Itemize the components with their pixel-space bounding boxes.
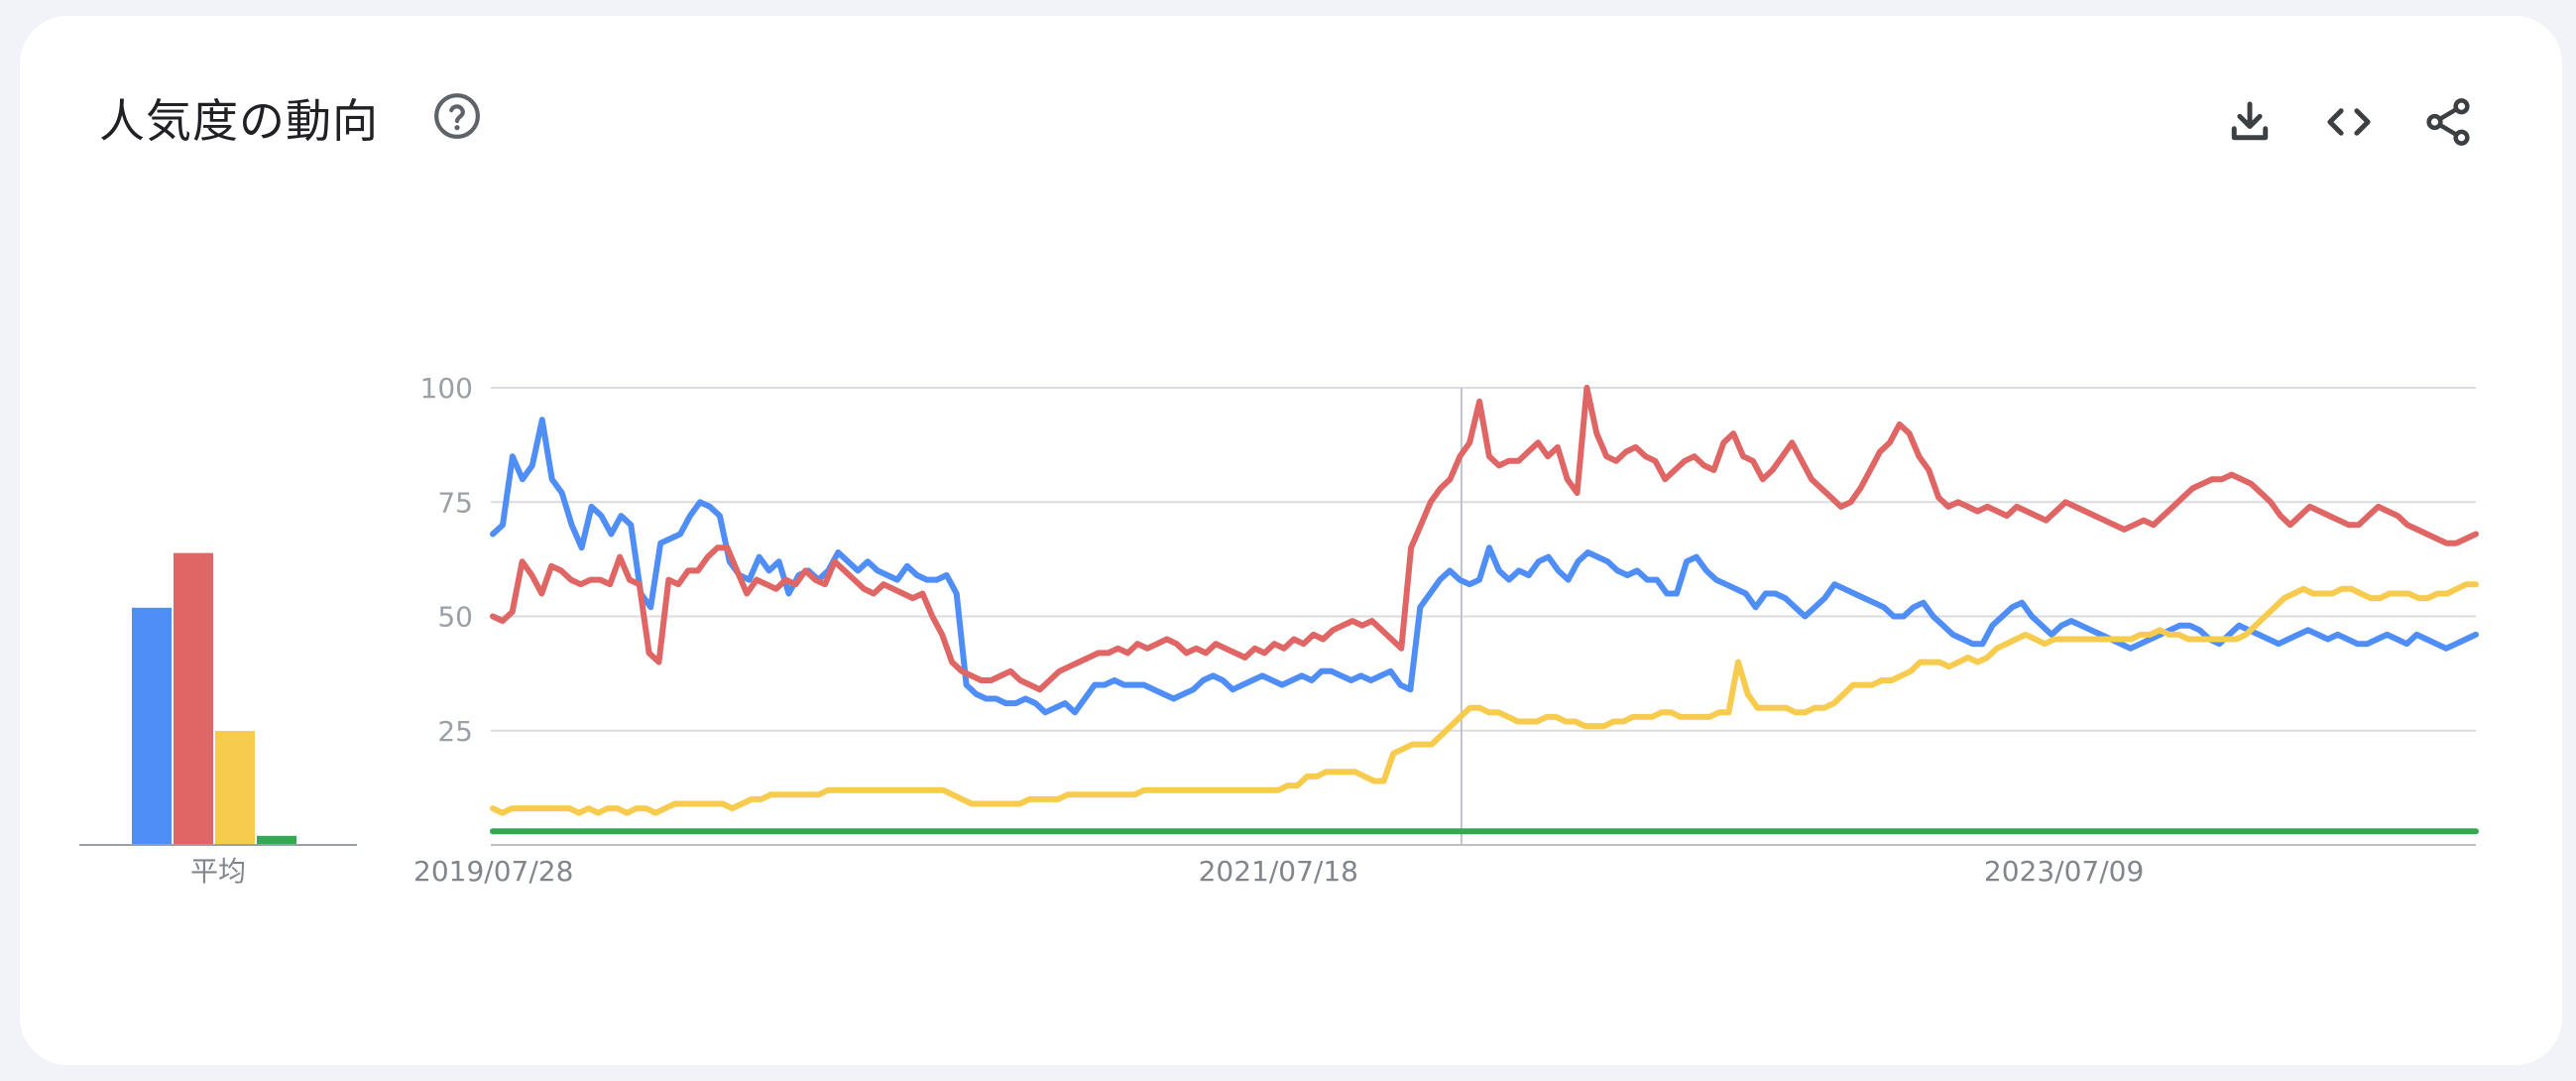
share-icon[interactable]	[2421, 95, 2475, 149]
card-title: 人気度の動向	[99, 94, 379, 148]
average-bar	[132, 607, 172, 845]
x-tick-label: 2021/07/18	[1199, 855, 1358, 888]
y-tick-label: 75	[437, 486, 473, 519]
average-bar	[215, 731, 255, 845]
embed-code-icon[interactable]	[2322, 95, 2376, 149]
series-line-3	[490, 581, 2479, 816]
y-tick-label: 25	[437, 715, 473, 748]
series-line-2	[490, 385, 2479, 693]
y-tick-label: 50	[437, 601, 473, 634]
series-line-1	[490, 417, 2479, 716]
x-tick-label: 2019/07/28	[413, 855, 573, 888]
x-tick-label: 2023/07/09	[1984, 855, 2144, 888]
average-label: 平均	[190, 855, 246, 888]
average-bar	[257, 835, 296, 845]
download-icon[interactable]	[2223, 95, 2277, 149]
help-circle-icon[interactable]	[432, 91, 482, 141]
y-tick-label: 100	[420, 372, 473, 405]
trend-card	[20, 16, 2562, 1065]
average-bar	[174, 552, 213, 845]
